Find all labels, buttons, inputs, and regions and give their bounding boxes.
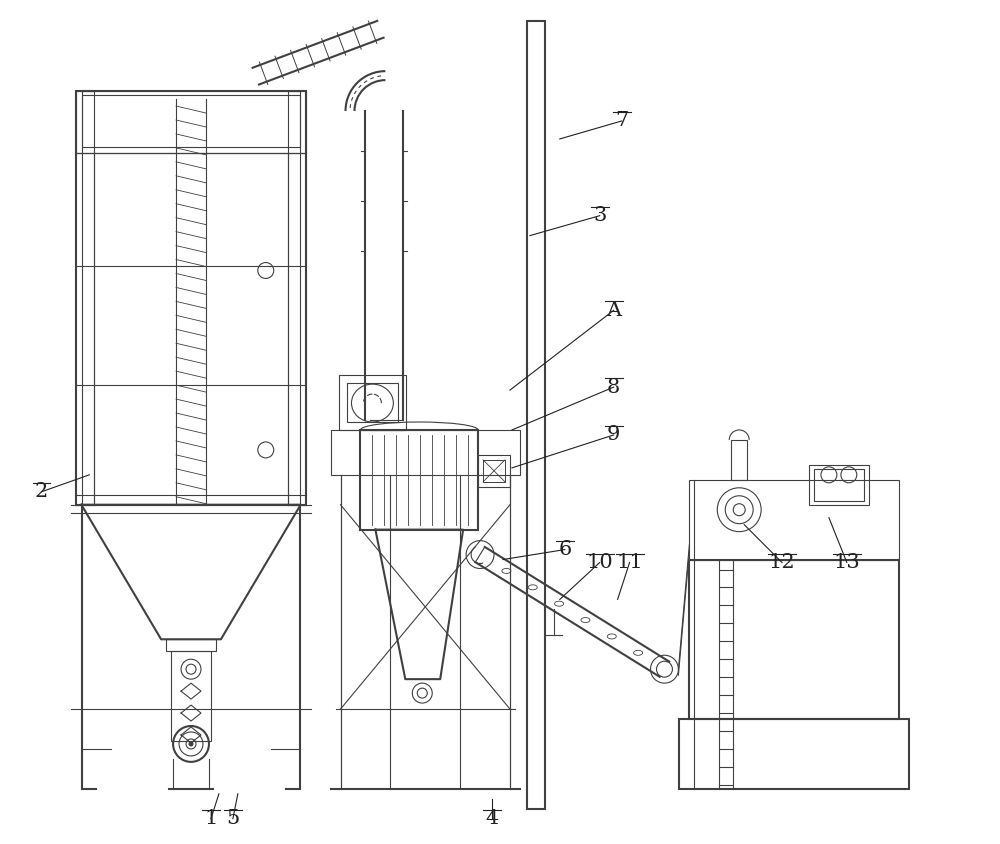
Text: 5: 5: [226, 809, 240, 828]
Bar: [731, 440, 747, 479]
Bar: [166, 639, 216, 652]
Text: 11: 11: [616, 553, 643, 572]
Text: 1: 1: [204, 809, 218, 828]
Bar: [689, 560, 899, 719]
Bar: [331, 430, 520, 475]
Text: 4: 4: [485, 809, 499, 828]
Text: A: A: [606, 300, 621, 320]
Bar: [288, 91, 300, 505]
Bar: [809, 465, 869, 505]
Circle shape: [189, 742, 193, 746]
Bar: [483, 460, 505, 482]
Text: 7: 7: [615, 111, 628, 131]
Text: 9: 9: [607, 425, 620, 445]
Bar: [76, 91, 306, 153]
Bar: [360, 430, 478, 530]
Text: 6: 6: [558, 540, 571, 559]
Bar: [814, 469, 864, 500]
Bar: [171, 652, 211, 741]
Text: 10: 10: [586, 553, 613, 572]
Text: 12: 12: [769, 553, 795, 572]
Bar: [347, 383, 398, 422]
Text: 3: 3: [593, 206, 606, 225]
Bar: [82, 95, 300, 147]
Bar: [478, 455, 510, 487]
Bar: [339, 375, 406, 430]
Text: 8: 8: [607, 377, 620, 397]
Bar: [679, 719, 909, 789]
Text: 13: 13: [833, 553, 860, 572]
Bar: [689, 479, 899, 560]
Bar: [82, 91, 94, 505]
Bar: [76, 91, 306, 505]
Bar: [527, 21, 545, 809]
Text: 2: 2: [35, 482, 48, 501]
